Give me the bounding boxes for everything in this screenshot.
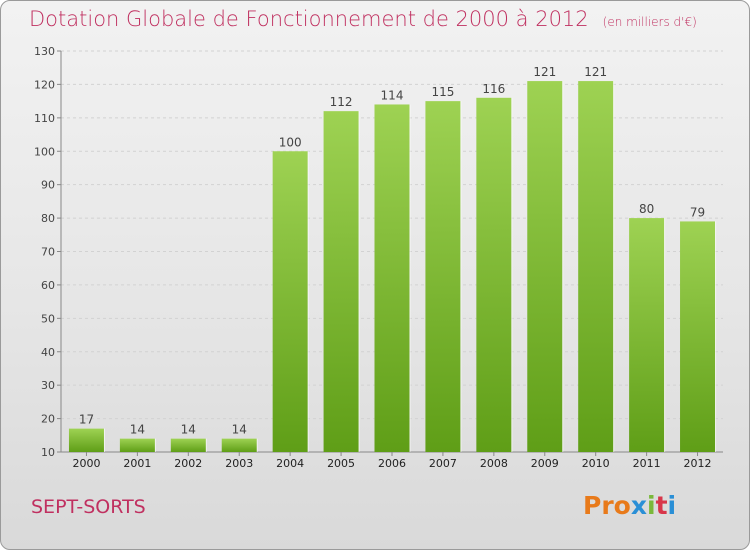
y-tick-label: 70 [41,246,55,259]
data-label: 121 [533,65,556,79]
x-tick-label: 2009 [531,457,559,470]
bar-2009[interactable] [527,81,563,452]
y-tick-label: 130 [34,45,55,58]
data-label: 17 [79,413,94,427]
chart-title: Dotation Globale de Fonctionnement de 20… [29,7,697,31]
y-tick-label: 60 [41,279,55,292]
data-label: 14 [130,423,145,437]
proxiti-logo[interactable]: Proxiti [583,491,676,520]
bar-2004[interactable] [272,151,308,452]
bar-2012[interactable] [680,221,716,452]
data-label: 114 [381,88,404,102]
data-label: 112 [330,95,353,109]
logo-letter: i [667,491,677,520]
logo-letter: i [647,491,656,520]
y-tick-label: 10 [41,446,55,459]
x-tick-label: 2006 [378,457,406,470]
commune-name: SEPT-SORTS [31,496,146,518]
bar-2000[interactable] [68,428,104,452]
x-tick-label: 2008 [480,457,508,470]
y-tick-label: 30 [41,379,55,392]
bar-2011[interactable] [629,218,665,452]
x-tick-label: 2001 [123,457,151,470]
y-tick-label: 40 [41,346,55,359]
y-tick-label: 110 [34,112,55,125]
chart-unit: (en milliers d'€) [602,15,697,29]
data-label: 14 [232,423,247,437]
chart-title-text: Dotation Globale de Fonctionnement de 20… [29,7,589,31]
bar-2010[interactable] [578,81,614,452]
logo-letter: o [613,491,631,520]
data-label: 100 [279,135,302,149]
y-tick-label: 100 [34,145,55,158]
logo-letter: t [655,491,668,520]
x-tick-label: 2010 [582,457,610,470]
bar-2002[interactable] [170,438,206,452]
x-tick-label: 2004 [276,457,304,470]
x-tick-label: 2002 [174,457,202,470]
data-label: 116 [482,82,505,96]
x-tick-label: 2007 [429,457,457,470]
bar-2006[interactable] [374,104,410,452]
bar-2005[interactable] [323,111,359,453]
logo-letter: x [630,491,647,520]
logo-letter: r [601,491,614,520]
y-tick-label: 20 [41,413,55,426]
x-tick-label: 2003 [225,457,253,470]
y-tick-label: 80 [41,212,55,225]
x-tick-label: 2000 [72,457,100,470]
data-label: 115 [431,85,454,99]
y-tick-label: 90 [41,179,55,192]
y-tick-label: 50 [41,312,55,325]
y-tick-label: 120 [34,78,55,91]
logo-letter: P [583,491,602,520]
data-label: 14 [181,423,196,437]
bar-2001[interactable] [119,438,155,452]
x-tick-label: 2012 [684,457,712,470]
x-tick-label: 2005 [327,457,355,470]
data-label: 121 [584,65,607,79]
bar-2008[interactable] [476,97,512,453]
data-label: 79 [690,205,705,219]
bar-2007[interactable] [425,101,461,452]
data-label: 80 [639,202,654,216]
x-tick-label: 2011 [633,457,661,470]
bar-2003[interactable] [221,438,257,452]
